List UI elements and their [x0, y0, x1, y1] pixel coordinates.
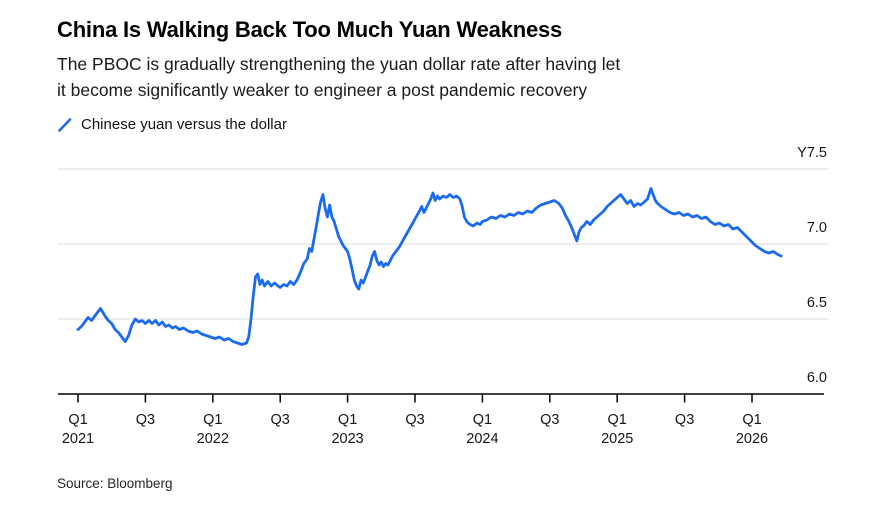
- x-axis-year-label: 2024: [466, 431, 498, 447]
- chart-subtitle-line-2: it become significantly weaker to engine…: [57, 80, 588, 100]
- x-axis-quarter-label: Q3: [675, 412, 694, 428]
- x-axis-quarter-label: Q3: [136, 412, 155, 428]
- x-axis-quarter-label: Q1: [608, 412, 627, 428]
- legend: Chinese yuan versus the dollar: [57, 116, 287, 133]
- y-axis-label: Y7.5: [797, 145, 827, 161]
- yuan-series-line: [76, 187, 783, 346]
- x-axis-year-label: 2026: [736, 431, 768, 447]
- legend-line-icon: [58, 117, 72, 132]
- x-axis-quarter-label: Q3: [540, 412, 559, 428]
- x-axis-quarter-label: Q1: [338, 412, 357, 428]
- y-axis-label: 6.5: [807, 295, 827, 311]
- y-axis-label: 6.0: [807, 370, 827, 386]
- x-axis-year-label: 2025: [601, 431, 633, 447]
- chart-subtitle-line-1: The PBOC is gradually strengthening the …: [57, 54, 621, 74]
- x-axis-quarter-label: Q1: [203, 412, 222, 428]
- source-note: Source: Bloomberg: [57, 476, 173, 491]
- x-axis-quarter-label: Q3: [405, 412, 424, 428]
- x-axis-quarter-label: Q1: [473, 412, 492, 428]
- chart-title: China Is Walking Back Too Much Yuan Weak…: [57, 17, 563, 42]
- x-axis-quarter-label: Q3: [271, 412, 290, 428]
- x-axis-year-label: 2022: [197, 431, 229, 447]
- x-axis-quarter-label: Q1: [742, 412, 761, 428]
- y-axis-label: 7.0: [807, 220, 827, 236]
- x-axis-year-label: 2023: [331, 431, 363, 447]
- legend-label: Chinese yuan versus the dollar: [81, 116, 287, 133]
- x-axis-year-label: 2021: [62, 431, 94, 447]
- x-axis-quarter-label: Q1: [68, 412, 87, 428]
- chart-subtitle: The PBOC is gradually strengthening the …: [57, 51, 847, 103]
